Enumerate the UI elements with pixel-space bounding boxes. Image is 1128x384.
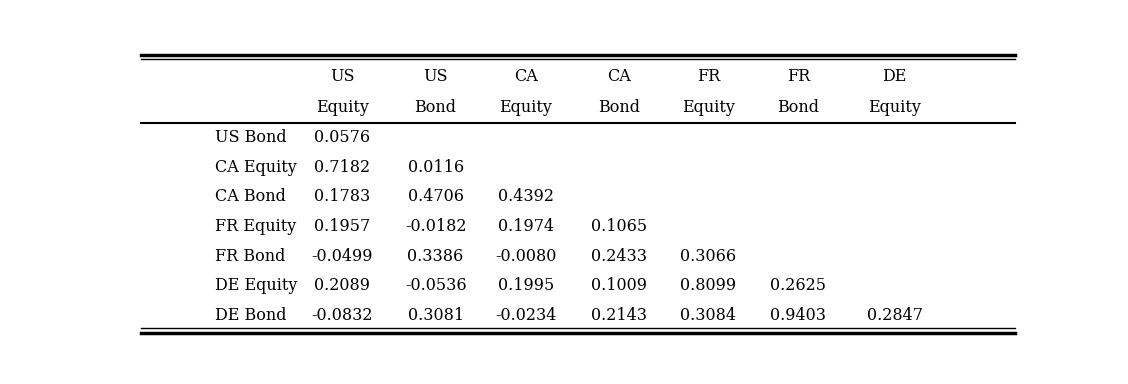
Text: -0.0234: -0.0234 xyxy=(495,307,556,324)
Text: DE Bond: DE Bond xyxy=(215,307,287,324)
Text: 0.1974: 0.1974 xyxy=(497,218,554,235)
Text: 0.9403: 0.9403 xyxy=(770,307,827,324)
Text: 0.2089: 0.2089 xyxy=(314,277,370,294)
Text: 0.2847: 0.2847 xyxy=(866,307,923,324)
Text: 0.4392: 0.4392 xyxy=(497,189,554,205)
Text: 0.3084: 0.3084 xyxy=(680,307,737,324)
Text: Bond: Bond xyxy=(415,99,457,116)
Text: Bond: Bond xyxy=(777,99,819,116)
Text: US Bond: US Bond xyxy=(215,129,287,146)
Text: Equity: Equity xyxy=(500,99,552,116)
Text: FR: FR xyxy=(697,68,720,85)
Text: -0.0182: -0.0182 xyxy=(405,218,466,235)
Text: DE: DE xyxy=(882,68,907,85)
Text: FR: FR xyxy=(786,68,810,85)
Text: DE Equity: DE Equity xyxy=(215,277,298,294)
Text: 0.2143: 0.2143 xyxy=(591,307,647,324)
Text: -0.0499: -0.0499 xyxy=(311,248,373,265)
Text: US: US xyxy=(329,68,354,85)
Text: 0.4706: 0.4706 xyxy=(407,189,464,205)
Text: Equity: Equity xyxy=(869,99,920,116)
Text: 0.2433: 0.2433 xyxy=(591,248,647,265)
Text: CA: CA xyxy=(607,68,631,85)
Text: -0.0080: -0.0080 xyxy=(495,248,556,265)
Text: 0.0116: 0.0116 xyxy=(407,159,464,176)
Text: 0.1957: 0.1957 xyxy=(314,218,370,235)
Text: -0.0832: -0.0832 xyxy=(311,307,373,324)
Text: 0.1995: 0.1995 xyxy=(497,277,554,294)
Text: 0.3386: 0.3386 xyxy=(407,248,464,265)
Text: -0.0536: -0.0536 xyxy=(405,277,466,294)
Text: FR Bond: FR Bond xyxy=(215,248,285,265)
Text: 0.3081: 0.3081 xyxy=(407,307,464,324)
Text: Bond: Bond xyxy=(598,99,641,116)
Text: 0.1009: 0.1009 xyxy=(591,277,647,294)
Text: US: US xyxy=(423,68,448,85)
Text: CA: CA xyxy=(513,68,538,85)
Text: 0.1065: 0.1065 xyxy=(591,218,647,235)
Text: 0.0576: 0.0576 xyxy=(314,129,370,146)
Text: CA Bond: CA Bond xyxy=(215,189,287,205)
Text: Equity: Equity xyxy=(682,99,734,116)
Text: 0.1783: 0.1783 xyxy=(314,189,370,205)
Text: 0.3066: 0.3066 xyxy=(680,248,737,265)
Text: 0.8099: 0.8099 xyxy=(680,277,737,294)
Text: 0.7182: 0.7182 xyxy=(314,159,370,176)
Text: FR Equity: FR Equity xyxy=(215,218,297,235)
Text: 0.2625: 0.2625 xyxy=(770,277,827,294)
Text: CA Equity: CA Equity xyxy=(215,159,297,176)
Text: Equity: Equity xyxy=(316,99,369,116)
